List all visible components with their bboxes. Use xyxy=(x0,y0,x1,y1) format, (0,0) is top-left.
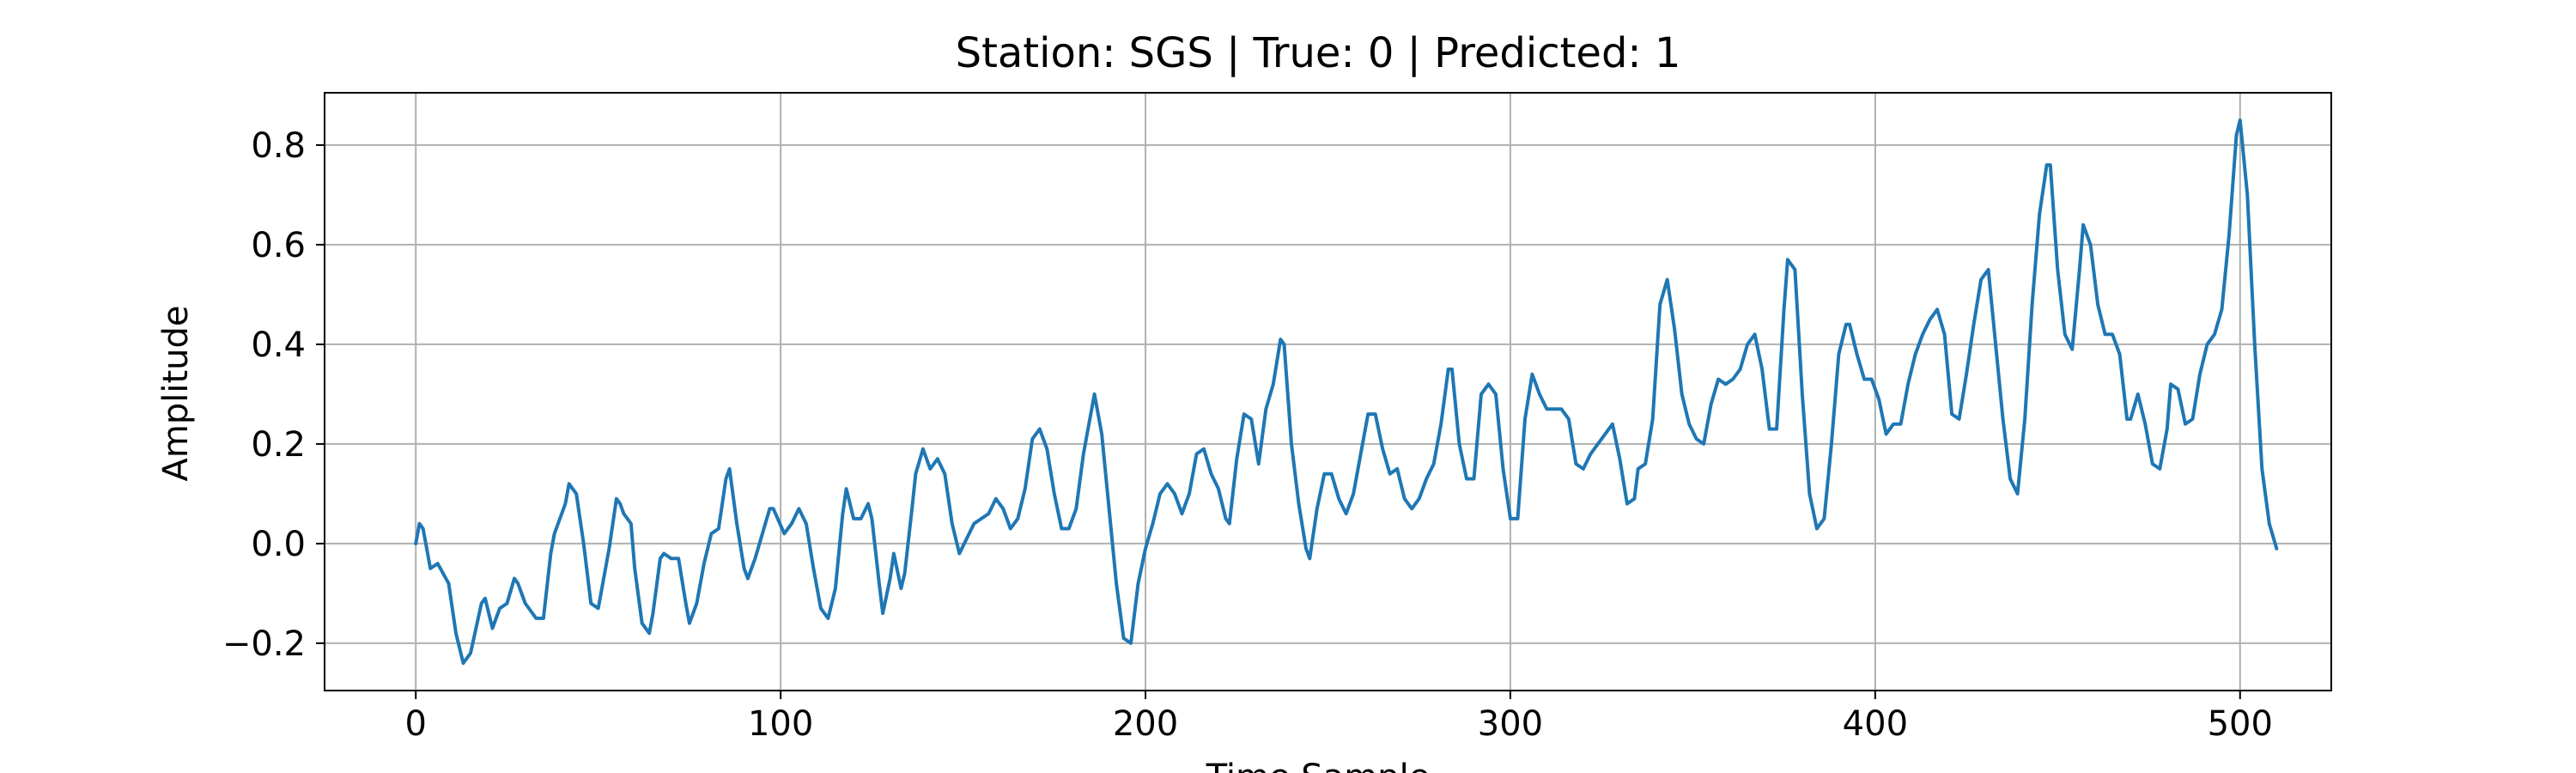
x-tick-label: 0 xyxy=(405,704,427,744)
x-tick-label: 500 xyxy=(2208,704,2273,744)
y-tick-label: −0.2 xyxy=(222,624,306,664)
x-tick-label: 100 xyxy=(748,704,813,744)
y-tick-label: 0.0 xyxy=(251,525,306,564)
x-tick-label: 300 xyxy=(1478,704,1543,744)
series-line-1 xyxy=(414,118,2279,666)
y-axis-label: Amplitude xyxy=(156,306,196,482)
y-tick-label: 0.2 xyxy=(251,425,306,465)
series-layer xyxy=(414,118,2279,666)
x-axis-label: Time Sample xyxy=(1206,758,1431,773)
y-tick-label: 0.8 xyxy=(251,126,306,166)
x-tick-label: 200 xyxy=(1113,704,1178,744)
y-tick-label: 0.6 xyxy=(251,226,306,265)
plot-frame xyxy=(324,92,2332,691)
x-tick-label: 400 xyxy=(1843,704,1908,744)
axis-ticks: 0 100 200 300 400 500 −0.2 0.0 0.2 0.4 0.6 0.8 xyxy=(222,126,2273,744)
y-tick-label: 0.4 xyxy=(251,326,306,365)
chart-title: Station: SGS | True: 0 | Predicted: 1 xyxy=(956,29,1681,77)
